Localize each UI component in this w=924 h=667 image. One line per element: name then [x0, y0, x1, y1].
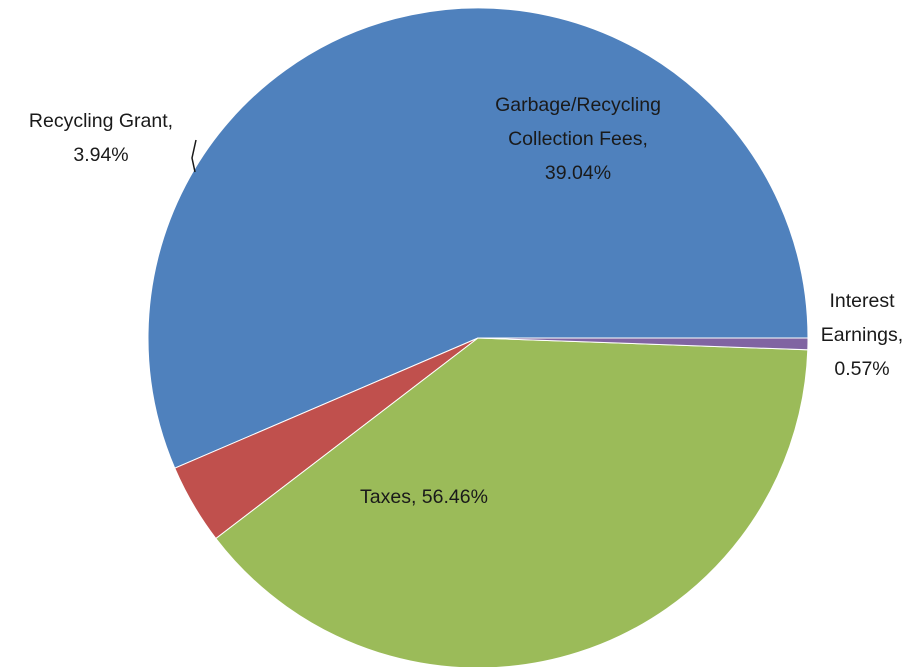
- slice-label-line: Earnings,: [821, 324, 903, 346]
- slice-label-recycling-grant: Recycling Grant, 3.94%: [29, 110, 173, 166]
- slice-label-line: Garbage/Recycling: [495, 94, 661, 116]
- slice-label-line: Interest: [829, 290, 895, 312]
- slice-label-taxes: Taxes, 56.46%: [360, 486, 488, 508]
- pie-slice-garbage-recycling-collection-fees: [215, 337, 809, 667]
- slice-label-line: 0.57%: [834, 358, 889, 380]
- slice-label-line: 3.94%: [73, 144, 128, 166]
- leader-line-recycling-grant: [191, 139, 197, 173]
- pie-slice-interest-earnings: [477, 337, 809, 351]
- slice-label-line: Taxes, 56.46%: [360, 486, 488, 508]
- pie-slice-taxes: [147, 7, 809, 469]
- pie-slices: [147, 7, 809, 667]
- slice-label-garbage-recycling-collection-fees: Garbage/Recycling Collection Fees, 39.04%: [495, 94, 661, 184]
- slice-label-interest-earnings: Interest Earnings, 0.57%: [821, 290, 903, 380]
- slice-label-line: Collection Fees,: [508, 128, 648, 150]
- slice-labels: Taxes, 56.46% Recycling Grant, 3.94% Garbag…: [29, 94, 903, 508]
- slice-label-line: Recycling Grant,: [29, 110, 173, 132]
- slice-label-line: 39.04%: [545, 162, 611, 184]
